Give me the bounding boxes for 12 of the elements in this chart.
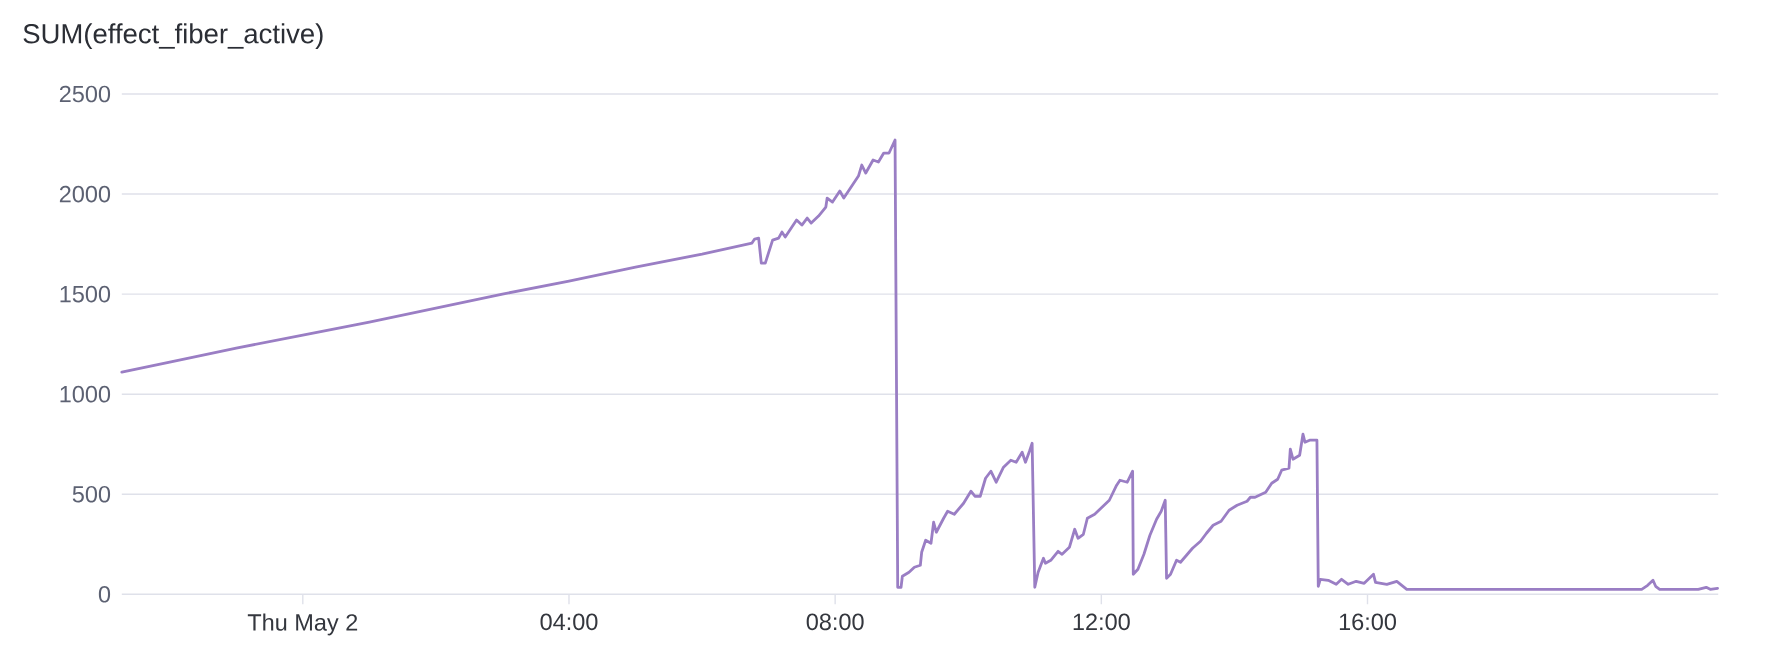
y-tick-label: 1000	[60, 385, 111, 403]
y-tick-label: 2000	[59, 185, 111, 203]
y-tick-label: 0	[98, 585, 111, 603]
x-tick-label: 16:00	[1339, 613, 1396, 631]
x-tick-label: 04:00	[540, 613, 598, 631]
y-tick-label: 2500	[59, 85, 111, 103]
x-tick-label: 12:00	[1073, 613, 1130, 631]
y-tick-label: 500	[72, 485, 111, 503]
y-tick-label: 1500	[60, 285, 111, 303]
x-tick-label: Thu May 2	[247, 613, 358, 636]
x-tick-label: 08:00	[806, 613, 864, 631]
chart-title: SUM(effect_fiber_active)	[23, 23, 323, 49]
